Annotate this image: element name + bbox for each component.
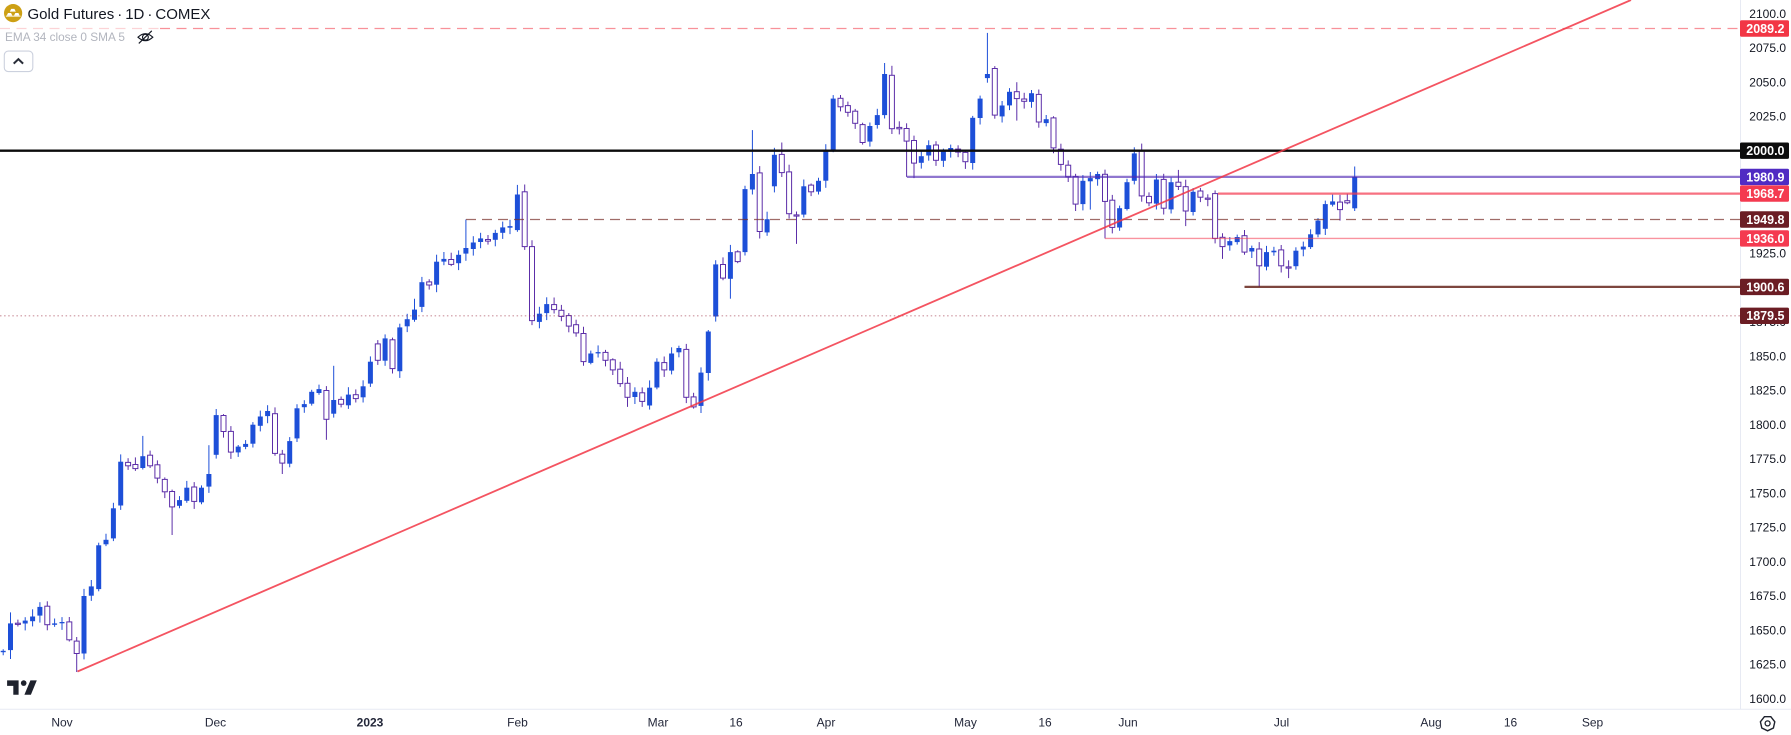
svg-text:1879.5: 1879.5 [1746, 309, 1784, 323]
svg-text:Mar: Mar [648, 716, 669, 730]
svg-text:2050.0: 2050.0 [1749, 75, 1786, 89]
svg-text:1980.9: 1980.9 [1746, 170, 1784, 184]
svg-text:Feb: Feb [507, 716, 528, 730]
svg-text:1850.0: 1850.0 [1749, 349, 1786, 363]
svg-text:Jul: Jul [1274, 716, 1289, 730]
svg-text:2000.0: 2000.0 [1746, 144, 1784, 158]
svg-text:1625.0: 1625.0 [1749, 658, 1786, 672]
svg-text:1936.0: 1936.0 [1746, 232, 1784, 246]
svg-text:Gold Futures · 1D · COMEX: Gold Futures · 1D · COMEX [28, 6, 211, 23]
svg-text:2023: 2023 [357, 716, 384, 730]
svg-text:Aug: Aug [1420, 716, 1441, 730]
svg-text:1825.0: 1825.0 [1749, 384, 1786, 398]
svg-text:1800.0: 1800.0 [1749, 418, 1786, 432]
svg-text:Sep: Sep [1582, 716, 1604, 730]
svg-text:2089.2: 2089.2 [1746, 22, 1784, 36]
svg-text:EMA 34 close 0 SMA 5: EMA 34 close 0 SMA 5 [5, 30, 125, 44]
svg-text:1600.0: 1600.0 [1749, 692, 1786, 706]
svg-text:1725.0: 1725.0 [1749, 521, 1786, 535]
svg-text:16: 16 [1504, 716, 1518, 730]
svg-text:Nov: Nov [51, 716, 72, 730]
svg-text:1949.8: 1949.8 [1746, 213, 1784, 227]
svg-text:May: May [954, 716, 977, 730]
svg-text:1900.6: 1900.6 [1746, 280, 1784, 294]
svg-text:1925.0: 1925.0 [1749, 247, 1786, 261]
svg-text:Dec: Dec [205, 716, 226, 730]
svg-text:Apr: Apr [817, 716, 836, 730]
svg-text:2025.0: 2025.0 [1749, 110, 1786, 124]
svg-text:Jun: Jun [1118, 716, 1137, 730]
svg-text:2100.0: 2100.0 [1749, 7, 1786, 21]
svg-text:1700.0: 1700.0 [1749, 555, 1786, 569]
svg-text:16: 16 [729, 716, 743, 730]
svg-text:1650.0: 1650.0 [1749, 623, 1786, 637]
svg-text:2075.0: 2075.0 [1749, 41, 1786, 55]
svg-text:1775.0: 1775.0 [1749, 452, 1786, 466]
svg-text:1968.7: 1968.7 [1746, 187, 1784, 201]
svg-text:1750.0: 1750.0 [1749, 486, 1786, 500]
svg-text:1675.0: 1675.0 [1749, 589, 1786, 603]
svg-text:16: 16 [1038, 716, 1052, 730]
